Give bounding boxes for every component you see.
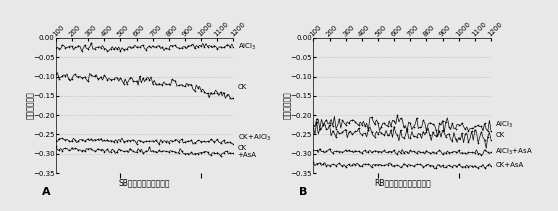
Text: RB不同处理叶的素素活性: RB不同处理叶的素素活性 xyxy=(374,179,431,187)
Text: CK
+AsA: CK +AsA xyxy=(238,145,257,158)
Text: CK+AlCl$_3$: CK+AlCl$_3$ xyxy=(238,133,271,143)
Text: CK+AsA: CK+AsA xyxy=(495,162,523,168)
Text: AlCl$_3$: AlCl$_3$ xyxy=(495,120,513,130)
Text: AlCl$_3$: AlCl$_3$ xyxy=(238,41,256,51)
Text: CK: CK xyxy=(238,84,247,90)
Y-axis label: 吸光度荧光値: 吸光度荧光値 xyxy=(26,92,35,119)
Text: AlCl$_3$+AsA: AlCl$_3$+AsA xyxy=(495,146,533,157)
Text: B: B xyxy=(299,187,307,196)
Text: A: A xyxy=(42,187,50,196)
Text: SB不同处理叶叶素活性: SB不同处理叶叶素活性 xyxy=(119,179,170,187)
Y-axis label: 吸光度荧光値: 吸光度荧光値 xyxy=(283,92,292,119)
Text: CK: CK xyxy=(495,132,504,138)
